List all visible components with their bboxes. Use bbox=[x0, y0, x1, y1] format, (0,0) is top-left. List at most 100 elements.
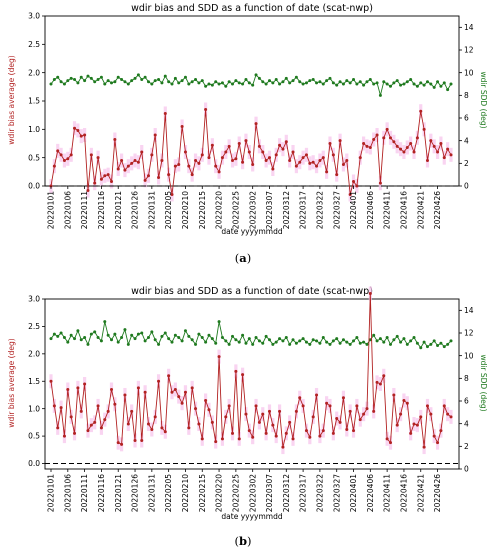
sdd-point bbox=[304, 340, 308, 344]
sdd-point bbox=[93, 80, 97, 84]
bias-point bbox=[153, 133, 157, 137]
sdd-point bbox=[348, 81, 352, 85]
sdd-point bbox=[392, 81, 396, 85]
sdd-point bbox=[103, 320, 107, 324]
sdd-point bbox=[227, 342, 231, 346]
sdd-point bbox=[271, 342, 275, 346]
sdd-point bbox=[422, 83, 426, 87]
y-tick-label-right: 12 bbox=[464, 46, 474, 55]
bias-point bbox=[422, 127, 426, 131]
sdd-point bbox=[89, 76, 93, 80]
x-tick-label: 20220220 bbox=[215, 474, 224, 512]
bias-point bbox=[52, 164, 56, 168]
sdd-point bbox=[130, 79, 134, 83]
bias-point bbox=[449, 415, 453, 419]
bias-point bbox=[436, 150, 440, 154]
bias-point bbox=[429, 139, 433, 143]
bias-point bbox=[194, 407, 198, 411]
bias-point bbox=[210, 420, 214, 424]
sdd-point bbox=[160, 81, 164, 85]
sdd-point bbox=[190, 80, 194, 84]
sdd-point bbox=[449, 339, 453, 343]
bias-point bbox=[328, 404, 332, 408]
x-tick-label: 20220106 bbox=[63, 191, 72, 229]
bias-point bbox=[170, 193, 174, 196]
sdd-point bbox=[96, 77, 100, 81]
bias-point bbox=[298, 396, 302, 400]
sdd-point bbox=[163, 74, 167, 78]
sdd-point bbox=[432, 339, 436, 343]
sdd-point bbox=[311, 338, 315, 342]
bias-point bbox=[321, 429, 325, 433]
bias-point bbox=[103, 418, 107, 422]
x-tick-label: 20220317 bbox=[299, 191, 308, 229]
bias-point bbox=[234, 369, 238, 373]
sdd-point bbox=[244, 77, 248, 81]
bias-point bbox=[402, 398, 406, 402]
bias-point bbox=[264, 159, 268, 162]
bias-point bbox=[399, 147, 403, 151]
sdd-point bbox=[96, 336, 100, 340]
sdd-point bbox=[183, 329, 187, 333]
sdd-point bbox=[89, 332, 93, 336]
bias-series bbox=[49, 292, 453, 449]
bias-point bbox=[412, 150, 416, 154]
bias-point bbox=[271, 423, 275, 427]
x-tick-label: 20220307 bbox=[265, 191, 274, 229]
sdd-point bbox=[325, 340, 329, 344]
x-tick-label: 20220421 bbox=[416, 191, 425, 229]
bias-point bbox=[214, 440, 218, 444]
sdd-point bbox=[110, 338, 114, 342]
bias-point bbox=[86, 429, 90, 433]
sdd-point bbox=[355, 82, 359, 86]
sdd-point bbox=[442, 345, 446, 349]
sdd-point bbox=[362, 83, 366, 87]
sdd-point bbox=[146, 336, 150, 340]
sdd-point bbox=[241, 82, 245, 86]
sdd-point bbox=[372, 82, 376, 86]
sdd-point bbox=[113, 332, 117, 336]
x-axis: 20220101 20220106 20220111 20220116 20220121… bbox=[47, 186, 442, 229]
sdd-point bbox=[167, 337, 171, 341]
sdd-point bbox=[187, 82, 191, 86]
sdd-point bbox=[304, 81, 308, 85]
bias-uncertainty-band bbox=[49, 286, 453, 455]
y-tick-label-right: 6 bbox=[464, 114, 469, 123]
sdd-point bbox=[449, 82, 453, 86]
sdd-point bbox=[281, 339, 285, 343]
y-tick-label-right: 10 bbox=[464, 68, 474, 77]
x-tick-label: 20220121 bbox=[114, 191, 123, 229]
sdd-point bbox=[224, 339, 228, 343]
sdd-point bbox=[399, 340, 403, 344]
bias-point bbox=[83, 382, 87, 386]
sdd-point bbox=[200, 336, 204, 340]
bias-point bbox=[110, 179, 114, 183]
x-tick-label: 20220426 bbox=[433, 474, 442, 512]
y-tick-label-left: 2.5 bbox=[28, 40, 40, 49]
sdd-point bbox=[79, 75, 83, 79]
y-axis-left: 0.0 0.5 1.0 1.5 2.0 2.5 3.0 bbox=[28, 12, 45, 191]
bias-point bbox=[89, 423, 93, 427]
bias-point bbox=[56, 426, 60, 430]
x-tick-label: 20220121 bbox=[114, 474, 123, 512]
bias-point bbox=[160, 426, 164, 430]
bias-point bbox=[281, 147, 285, 151]
x-tick-label: 20220426 bbox=[433, 191, 442, 229]
bias-point bbox=[66, 387, 70, 391]
bias-point bbox=[143, 390, 147, 394]
y-tick-label-right: 14 bbox=[464, 23, 474, 32]
bias-point bbox=[136, 386, 140, 390]
sdd-point bbox=[284, 76, 288, 80]
sdd-point bbox=[86, 342, 90, 346]
bias-point bbox=[355, 404, 359, 408]
bias-point bbox=[73, 126, 77, 130]
sdd-point bbox=[436, 80, 440, 84]
y-axis-right: 0 2 4 6 8 10 12 14 bbox=[459, 306, 474, 474]
bias-point bbox=[325, 170, 329, 174]
x-tick-label: 20220411 bbox=[383, 191, 392, 229]
bias-point bbox=[49, 379, 53, 383]
bias-point bbox=[315, 164, 319, 168]
sdd-point bbox=[257, 339, 261, 343]
sdd-point bbox=[99, 75, 103, 79]
bias-point bbox=[113, 138, 117, 142]
